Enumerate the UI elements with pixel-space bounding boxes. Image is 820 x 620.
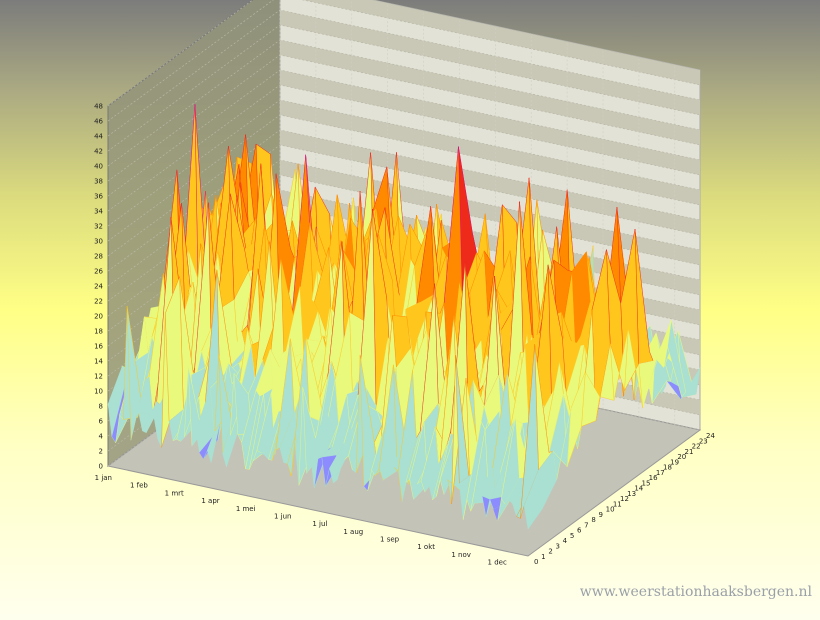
x-tick-label: 1 mrt	[165, 489, 184, 497]
z-tick-label: 18	[94, 328, 103, 336]
z-tick-label: 24	[94, 283, 103, 291]
back-wall-band	[280, 70, 700, 175]
z-gridline	[107, 84, 701, 212]
y-tick-label: 15	[642, 479, 651, 487]
back-wall-band	[280, 130, 700, 235]
z-tick-label: 36	[94, 193, 103, 201]
back-wall-band	[303, 0, 700, 85]
z-tick-label: 14	[94, 358, 103, 366]
y-tick-label: 23	[699, 437, 708, 445]
x-tick-label: 1 apr	[201, 497, 219, 505]
x-tick-label: 1 jan	[95, 474, 112, 482]
y-tick-label: 4	[563, 537, 568, 545]
z-tick-label: 20	[94, 313, 103, 321]
z-tick-label: 46	[94, 118, 103, 126]
y-tick-label: 6	[577, 527, 582, 535]
surface	[107, 104, 701, 530]
z-tick-label: 8	[99, 403, 103, 411]
y-tick-label: 11	[613, 500, 622, 508]
y-tick-label: 22	[692, 443, 701, 451]
z-tick-label: 28	[94, 253, 103, 261]
x-tick-label: 1 dec	[488, 559, 507, 567]
y-tick-label: 12	[620, 495, 629, 503]
y-tick-label: 18	[663, 464, 672, 472]
back-wall-band	[280, 10, 700, 115]
y-tick-label: 14	[634, 485, 643, 493]
x-tick-label: 1 sep	[380, 536, 400, 544]
y-tick-label: 2	[548, 548, 552, 556]
surface-cell	[523, 469, 543, 530]
y-tick-label: 0	[534, 558, 538, 566]
y-tick-label: 24	[706, 432, 715, 440]
z-tick-label: 10	[94, 388, 103, 396]
z-tick-label: 30	[94, 238, 103, 246]
y-tick-label: 10	[606, 506, 615, 514]
x-tick-label: 1 mei	[236, 505, 256, 513]
y-tick-label: 13	[627, 490, 636, 498]
z-tick-label: 42	[94, 148, 103, 156]
y-tick-label: 20	[677, 453, 686, 461]
z-tick-label: 34	[94, 208, 103, 216]
z-tick-label: 4	[99, 433, 104, 441]
back-wall-band	[280, 100, 700, 205]
y-tick-label: 1	[541, 553, 545, 561]
x-tick-label: 1 jul	[312, 520, 327, 528]
z-tick-label: 0	[99, 463, 103, 471]
y-tick-label: 19	[670, 458, 679, 466]
z-gridline	[107, 144, 701, 272]
z-tick-label: 2	[99, 448, 103, 456]
z-tick-label: 12	[94, 373, 103, 381]
y-tick-label: 8	[591, 516, 595, 524]
y-tick-label: 21	[685, 448, 694, 456]
x-tick-label: 1 jun	[274, 512, 292, 520]
z-tick-label: 48	[94, 103, 103, 111]
z-tick-label: 26	[94, 268, 103, 276]
x-tick-label: 1 nov	[451, 551, 471, 559]
x-tick-label: 1 feb	[130, 482, 148, 490]
z-tick-label: 40	[94, 163, 103, 171]
z-tick-label: 44	[94, 133, 103, 141]
x-tick-label: 1 okt	[417, 543, 435, 551]
z-tick-label: 16	[94, 343, 103, 351]
y-tick-label: 5	[570, 532, 574, 540]
z-tick-label: 32	[94, 223, 103, 231]
z-tick-label: 6	[99, 418, 104, 426]
axes: 0246810121416182022242628303234363840424…	[94, 103, 715, 567]
z-gridline	[107, 24, 701, 152]
y-tick-label: 7	[584, 521, 588, 529]
z-tick-label: 22	[94, 298, 103, 306]
x-tick-label: 1 aug	[343, 528, 363, 536]
y-tick-label: 17	[656, 469, 665, 477]
watermark: www.weerstationhaaksbergen.nl	[580, 584, 813, 600]
y-tick-label: 16	[649, 474, 658, 482]
y-tick-label: 3	[556, 542, 560, 550]
z-tick-label: 38	[94, 178, 103, 186]
y-tick-label: 9	[599, 511, 603, 519]
back-wall-band	[280, 40, 700, 145]
